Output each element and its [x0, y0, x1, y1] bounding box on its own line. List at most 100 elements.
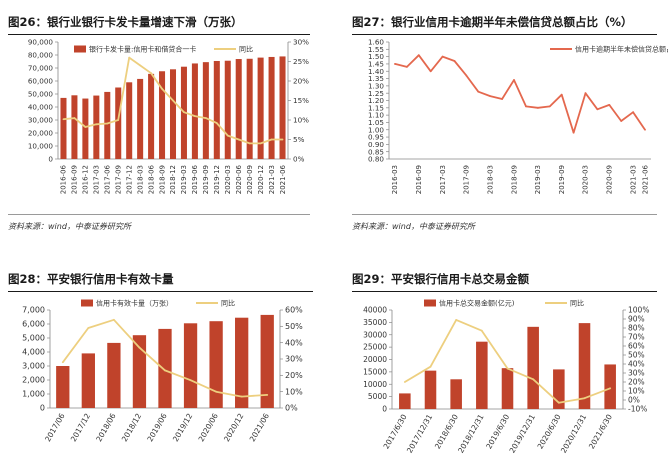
x-tick-label: 2020/06 [197, 412, 220, 444]
figure-26-source: 资料来源：wind，中泰证券研究所 [8, 222, 131, 231]
figure-26-chart: 0 10,000 20,000 30,000 40,000 50,000 60,000 70,… [28, 38, 309, 195]
y-tick-label-right: 10% [293, 116, 309, 125]
x-tick-label: 2020-09 [246, 165, 254, 194]
x-tick-label: 2018/6/30 [433, 413, 460, 451]
bar [553, 369, 565, 409]
y-tick-label-left: 6,000 [22, 320, 45, 329]
x-tick-label: 2019/12/31 [508, 413, 538, 455]
y-tick-label-left: 1.10 [368, 111, 384, 120]
y-tick-label-left: 10,000 [28, 142, 54, 151]
figure-26-top-rule [8, 34, 310, 35]
x-tick-label: 2021-06 [279, 164, 287, 194]
y-tick-label-left: 50,000 [28, 90, 54, 99]
x-tick-label: 2018-09 [158, 165, 166, 194]
y-tick-label-left: 25000 [363, 343, 387, 352]
figure-26-bottom-rule [8, 214, 310, 215]
x-tick-label: 2016-09 [415, 165, 423, 194]
x-tick-label: 2019-06 [191, 164, 199, 194]
bar [81, 353, 95, 408]
bar [71, 95, 78, 159]
bar [424, 370, 437, 409]
x-tick-label: 2021-03 [268, 165, 276, 194]
line-point [429, 365, 432, 368]
line-point [548, 105, 551, 108]
figure-28-chart: 0 1,000 2,000 3,000 4,000 5,000 6,000 7,000 0% 10… [22, 299, 303, 444]
bar [257, 57, 264, 159]
y-tick-label-left: 40000 [363, 306, 387, 315]
figure-27-bottom-rule [352, 214, 657, 215]
x-tick-label: 2020-03 [582, 165, 590, 194]
bar [604, 364, 616, 409]
line-point [215, 390, 218, 393]
series-line [394, 54, 646, 134]
x-tick-label: 2016-03 [391, 165, 399, 194]
legend-bar-swatch [424, 299, 436, 307]
y-tick-label-right: 90% [628, 315, 645, 324]
line-point [405, 65, 408, 68]
x-tick-label: 2019/6/30 [484, 413, 511, 451]
y-tick-label-right: 60% [628, 342, 645, 351]
line-point [465, 74, 468, 77]
y-tick-label-left: 0.80 [368, 155, 384, 164]
bar [183, 323, 198, 408]
y-tick-label-left: 0.90 [368, 140, 384, 149]
line-point [596, 108, 599, 111]
x-tick-label: 2018-03 [486, 165, 494, 194]
y-tick-label-right: 25% [293, 57, 309, 66]
line-point [536, 106, 539, 109]
y-tick-label-left: 1.35 [368, 74, 384, 83]
line-point [161, 87, 163, 90]
y-tick-label-right: 30% [285, 355, 303, 364]
y-tick-label-right: 10% [285, 387, 303, 396]
line-point [204, 117, 207, 119]
bar [213, 60, 220, 160]
y-tick-label-right: 20% [628, 378, 645, 387]
x-tick-label: 2018-12 [169, 165, 177, 194]
line-point [608, 103, 611, 106]
y-tick-label-right: -10% [628, 405, 647, 414]
y-tick-label-left: 5000 [368, 392, 387, 401]
line-point [87, 327, 90, 329]
line-point [477, 90, 480, 93]
y-tick-label-right: 70% [628, 333, 645, 342]
line-point [270, 138, 273, 141]
line-point [139, 64, 142, 67]
y-tick-label-right: 0% [628, 396, 640, 405]
x-tick-label: 2018/06 [94, 412, 117, 444]
x-tick-label: 2020-06 [235, 164, 243, 194]
x-tick-label: 2020-09 [606, 165, 614, 194]
line-point [164, 369, 166, 372]
y-tick-label-right: 15% [293, 96, 309, 105]
x-tick-label: 2017-03 [439, 165, 447, 194]
line-point [138, 346, 141, 349]
line-point [112, 318, 115, 321]
x-tick-label: 2018-09 [510, 165, 518, 194]
y-tick-label-right: 20% [285, 371, 303, 380]
x-tick-label: 2019-09 [558, 165, 566, 194]
x-tick-label: 2021/06 [248, 412, 271, 444]
figure-27-source: 资料来源：wind，中泰证券研究所 [352, 222, 475, 231]
y-tick-label-right: 10% [628, 387, 645, 396]
line-point [583, 397, 586, 400]
bar [260, 314, 274, 408]
line-point [95, 123, 98, 126]
figure-28-title: 图28：平安银行信用卡有效卡量 [8, 272, 174, 286]
x-tick-label: 2018-03 [136, 165, 144, 194]
y-tick-label-left: 2,000 [22, 376, 45, 385]
y-tick-label-left: 30000 [363, 330, 387, 339]
line-point [62, 118, 65, 121]
y-tick-label-left: 1.45 [368, 60, 384, 69]
x-tick-label: 2017-12 [125, 165, 133, 194]
legend-line-label: 同比 [239, 45, 253, 54]
x-tick-label: 2016-09 [71, 165, 79, 194]
line-point [525, 105, 527, 108]
figure-27-chart: 0.800.850.900.951.001.051.101.151.201.25… [368, 38, 668, 195]
line-point [259, 142, 262, 145]
bar [235, 317, 249, 408]
y-tick-label-right: 50% [285, 322, 303, 331]
line-point [453, 60, 456, 62]
line-point [183, 111, 185, 114]
bar [399, 393, 411, 409]
line-point [417, 54, 420, 57]
bar [82, 98, 89, 159]
